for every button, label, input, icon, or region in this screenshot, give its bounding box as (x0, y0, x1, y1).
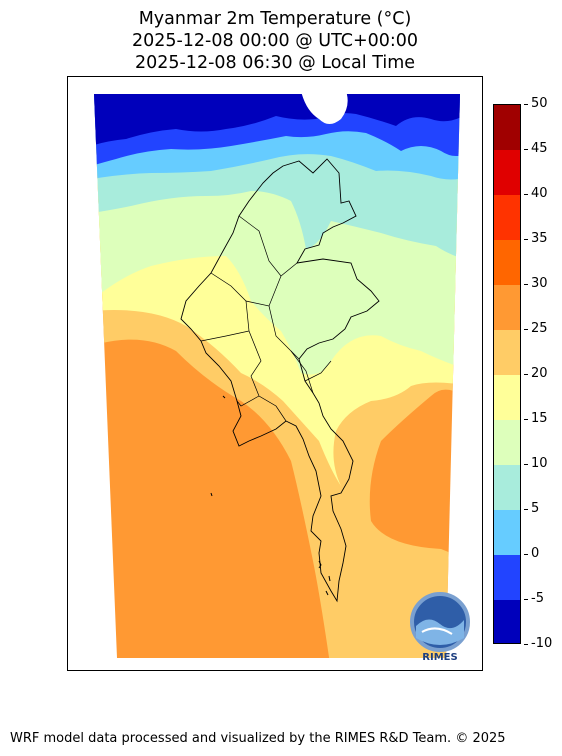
colorbar-tick-label: 30 (531, 276, 548, 291)
colorbar-tick-label: -10 (531, 636, 553, 651)
region-border (290, 350, 314, 394)
temperature-colorbar (493, 104, 521, 644)
islands (210, 395, 331, 596)
colorbar-tick (524, 554, 528, 555)
map-title-line-1: Myanmar 2m Temperature (°C) (138, 9, 412, 29)
colorbar-tick (524, 149, 528, 150)
colorbar-segment (494, 465, 520, 510)
colorbar-segment (494, 150, 520, 195)
map-frame (67, 76, 483, 671)
colorbar-tick (524, 644, 528, 645)
colorbar-segment (494, 600, 520, 643)
no-data-area (301, 94, 348, 124)
map-title-line-2: 2025-12-08 00:00 @ UTC+00:00 (131, 31, 419, 51)
temp-band-south (331, 601, 381, 658)
temp-band-neg10-neg5 (94, 94, 460, 146)
colorbar-tick-label: 10 (531, 456, 548, 471)
region-border (304, 360, 332, 382)
colorbar-tick (524, 104, 528, 105)
colorbar-tick-label: -5 (531, 591, 544, 606)
colorbar-tick (524, 284, 528, 285)
temperature-map (94, 94, 460, 658)
colorbar-segment (494, 375, 520, 420)
region-border (200, 330, 250, 342)
colorbar-tick-label: 15 (531, 411, 548, 426)
colorbar-segment (494, 420, 520, 465)
colorbar-tick (524, 374, 528, 375)
region-border (238, 215, 298, 277)
colorbar-tick-label: 40 (531, 186, 548, 201)
temp-band-5-10 (94, 151, 460, 261)
colorbar-segment (494, 105, 520, 150)
colorbar-segment (494, 330, 520, 375)
colorbar-tick (524, 509, 528, 510)
map-title-line-3: 2025-12-08 06:30 @ Local Time (134, 53, 416, 73)
colorbar-tick (524, 329, 528, 330)
colorbar-tick (524, 599, 528, 600)
colorbar-tick (524, 419, 528, 420)
colorbar-segment (494, 285, 520, 330)
colorbar-tick-label: 50 (531, 96, 548, 111)
rimes-logo: RIMES (408, 590, 472, 663)
colorbar-tick (524, 239, 528, 240)
svg-text:RIMES: RIMES (422, 652, 457, 662)
colorbar-tick-label: 35 (531, 231, 548, 246)
colorbar-segment (494, 240, 520, 285)
colorbar-segment (494, 510, 520, 555)
colorbar-tick-label: 25 (531, 321, 548, 336)
colorbar-tick (524, 194, 528, 195)
myanmar-border (180, 158, 380, 603)
colorbar-segment (494, 555, 520, 600)
colorbar-tick-label: 20 (531, 366, 548, 381)
colorbar-segment (494, 195, 520, 240)
colorbar-tick-label: 0 (531, 546, 540, 561)
colorbar-tick-label: 45 (531, 141, 548, 156)
region-border (236, 395, 260, 407)
colorbar-tick (524, 464, 528, 465)
colorbar-tick-label: 5 (531, 501, 540, 516)
region-border (268, 305, 300, 360)
footer-credit: WRF model data processed and visualized … (10, 731, 506, 746)
